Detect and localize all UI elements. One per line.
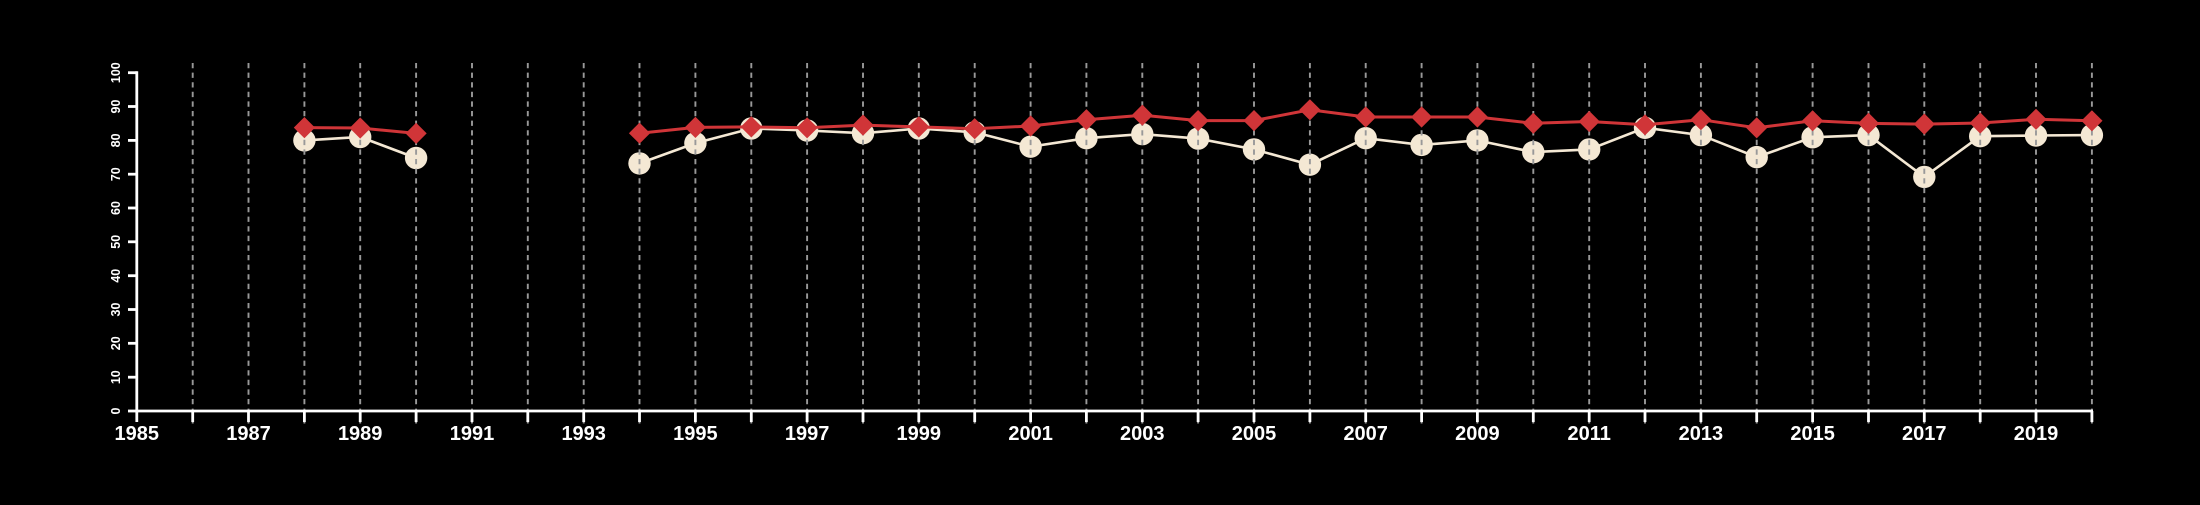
svg-text:2003: 2003 xyxy=(1120,423,1165,445)
svg-text:60: 60 xyxy=(109,201,123,215)
svg-text:2001: 2001 xyxy=(1008,423,1053,445)
svg-text:90: 90 xyxy=(109,100,123,114)
svg-text:1999: 1999 xyxy=(897,423,942,445)
svg-text:0: 0 xyxy=(109,407,123,414)
svg-text:100: 100 xyxy=(109,62,123,83)
svg-text:2007: 2007 xyxy=(1343,423,1388,445)
svg-text:1991: 1991 xyxy=(450,423,495,445)
svg-text:1985: 1985 xyxy=(115,423,160,445)
svg-text:1995: 1995 xyxy=(673,423,718,445)
svg-text:2013: 2013 xyxy=(1679,423,1724,445)
svg-text:50: 50 xyxy=(109,235,123,249)
svg-text:1987: 1987 xyxy=(226,423,271,445)
svg-text:2015: 2015 xyxy=(1790,423,1835,445)
svg-text:80: 80 xyxy=(109,133,123,147)
svg-text:1997: 1997 xyxy=(785,423,830,445)
svg-text:2017: 2017 xyxy=(1902,423,1947,445)
svg-text:20: 20 xyxy=(109,336,123,350)
svg-text:2009: 2009 xyxy=(1455,423,1500,445)
svg-text:2019: 2019 xyxy=(2014,423,2059,445)
svg-text:70: 70 xyxy=(109,167,123,181)
svg-text:30: 30 xyxy=(109,303,123,317)
svg-text:1989: 1989 xyxy=(338,423,383,445)
svg-text:40: 40 xyxy=(109,269,123,283)
svg-text:2011: 2011 xyxy=(1568,423,1611,445)
svg-text:2005: 2005 xyxy=(1232,423,1277,445)
svg-text:1993: 1993 xyxy=(561,423,606,445)
svg-text:10: 10 xyxy=(109,370,123,384)
